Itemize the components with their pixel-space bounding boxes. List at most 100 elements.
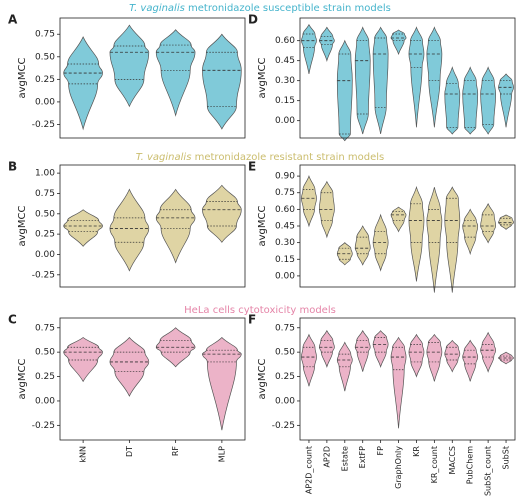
y-tick-label: 0.75 [275, 188, 295, 198]
y-tick-label: 0.75 [275, 323, 295, 333]
violin [372, 26, 389, 135]
y-tick-label: 0.00 [35, 97, 55, 107]
violin [336, 39, 353, 142]
violin [155, 188, 196, 264]
y-tick-label: 0.75 [35, 323, 55, 333]
title-rest: metronidazole resistant strain models [195, 152, 385, 163]
violin [372, 330, 389, 368]
x-tick-label: ExtFP [358, 446, 367, 469]
y-tick-label: -0.25 [32, 421, 55, 431]
violin [408, 185, 425, 282]
violin [354, 329, 371, 372]
y-tick-label: 0.00 [275, 116, 295, 126]
violin [202, 337, 242, 431]
violin [426, 26, 443, 128]
y-tick-label: 0.15 [275, 255, 295, 265]
panel-label: F [248, 313, 256, 327]
violin [318, 329, 335, 368]
violin [480, 202, 497, 244]
y-tick-label: 0.25 [275, 372, 295, 382]
y-tick-label: 0.00 [275, 396, 295, 406]
y-axis-label: avgMCC [17, 358, 28, 399]
y-tick-label: 0.30 [275, 76, 295, 86]
violin [63, 209, 103, 247]
x-tick-label: FP [376, 446, 385, 456]
violin [336, 341, 353, 392]
x-tick-label: SubSt_count [484, 446, 493, 496]
y-tick-label: 0.50 [275, 348, 295, 358]
y-tick-label: 0.60 [275, 36, 295, 46]
violin [155, 29, 196, 117]
y-tick-label: 0.45 [275, 222, 295, 232]
plot-frame [59, 164, 246, 288]
plot-frame [299, 317, 516, 441]
violin [480, 331, 497, 373]
violin [390, 336, 407, 429]
x-tick-label: SubSt [502, 446, 511, 469]
row-title: T. vaginalis metronidazole susceptible s… [129, 3, 391, 14]
violin [155, 327, 196, 368]
violin [390, 206, 407, 233]
x-tick-label: KR_count [430, 446, 439, 483]
x-tick-label: GraphOnly [394, 446, 403, 489]
x-tick-label: PubChem [466, 446, 475, 484]
y-axis-label: avgMCC [17, 57, 28, 98]
row-title: T. vaginalis metronidazole resistant str… [136, 152, 385, 163]
title-text: HeLa cells cytotoxicity models [184, 305, 336, 316]
violin [444, 186, 461, 293]
violin [109, 336, 150, 397]
violin [480, 66, 497, 135]
violin [426, 333, 443, 382]
x-tick-label: RF [171, 446, 180, 457]
violin [202, 184, 242, 243]
violin [354, 225, 371, 266]
y-tick-label: 0.75 [35, 189, 55, 199]
y-tick-label: -0.25 [32, 270, 55, 280]
y-tick-label: 0.25 [35, 230, 55, 240]
violin [408, 26, 425, 128]
y-axis-label: avgMCC [257, 358, 268, 399]
title-species: T. vaginalis [129, 3, 185, 14]
x-tick-label: DT [125, 446, 134, 457]
violin [354, 26, 371, 135]
y-tick-label: 0.50 [35, 209, 55, 219]
y-tick-label: 0.75 [35, 30, 55, 40]
violin [318, 26, 335, 62]
y-tick-label: 0.25 [35, 372, 55, 382]
violin [444, 66, 461, 135]
violin [462, 66, 479, 135]
panel-label: C [8, 313, 17, 327]
violin [301, 23, 317, 75]
plot-frame [59, 17, 246, 139]
y-tick-label: 0.15 [275, 96, 295, 106]
panel-label: A [8, 13, 18, 27]
panel-label: B [8, 160, 17, 174]
y-axis-label: avgMCC [257, 205, 268, 246]
x-tick-label: Estate [340, 446, 349, 471]
y-tick-label: -0.25 [32, 120, 55, 130]
violin [63, 337, 103, 383]
title-species: T. vaginalis [136, 152, 192, 163]
violin [390, 29, 407, 56]
panel-label: E [248, 160, 256, 174]
y-tick-label: -0.25 [272, 421, 295, 431]
panel-label: D [248, 13, 258, 27]
y-tick-label: 0.60 [275, 205, 295, 215]
violin [301, 333, 317, 387]
plot-frame [299, 164, 516, 288]
y-tick-label: 0.50 [35, 348, 55, 358]
y-tick-label: 0.30 [275, 238, 295, 248]
violin [109, 188, 150, 272]
title-rest: metronidazole susceptible strain models [188, 3, 391, 14]
violin [301, 175, 317, 228]
y-axis-label: avgMCC [257, 57, 268, 98]
x-tick-label: MACCS [448, 446, 457, 474]
y-tick-label: 0.00 [275, 271, 295, 281]
violin [498, 214, 514, 230]
y-tick-label: 0.50 [35, 52, 55, 62]
x-tick-label: kNN [79, 446, 88, 463]
violin [462, 339, 479, 382]
violin [63, 36, 103, 131]
x-tick-label: AP2D_count [304, 446, 313, 494]
